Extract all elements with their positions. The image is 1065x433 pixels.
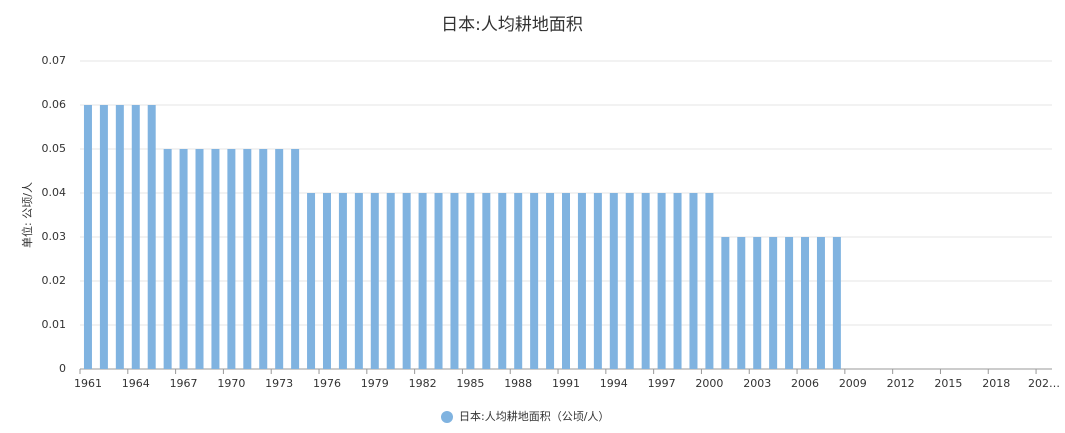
y-tick-label: 0.06 (42, 98, 67, 111)
bar (307, 193, 316, 369)
y-tick-label: 0.07 (42, 54, 67, 67)
bar (227, 149, 236, 369)
y-tick-label: 0.03 (42, 230, 67, 243)
x-tick-label: 1970 (217, 377, 245, 390)
bar (593, 193, 602, 369)
bar (163, 149, 172, 369)
y-tick-label: 0.01 (42, 318, 67, 331)
y-tick-label: 0.02 (42, 274, 67, 287)
bar (625, 193, 634, 369)
bar (147, 105, 156, 369)
bar (115, 105, 124, 369)
x-tick-label: 1967 (170, 377, 198, 390)
bar (705, 193, 714, 369)
x-tick-label: 1994 (600, 377, 628, 390)
bar (609, 193, 618, 369)
x-tick-label: 2018 (982, 377, 1010, 390)
x-tick-label: 1973 (265, 377, 293, 390)
bar (131, 105, 140, 369)
bar (291, 149, 300, 369)
bar (657, 193, 666, 369)
bar (275, 149, 284, 369)
y-tick-label: 0.05 (42, 142, 67, 155)
bar (721, 237, 730, 369)
x-tick-label: 1961 (74, 377, 102, 390)
bar (801, 237, 810, 369)
bar (737, 237, 746, 369)
bar (338, 193, 347, 369)
y-axis-label: 单位: 公顷/人 (20, 182, 34, 248)
x-tick-label: 1976 (313, 377, 341, 390)
legend-marker (441, 411, 453, 423)
x-tick-label: 2000 (695, 377, 723, 390)
x-tick-label: 1982 (409, 377, 437, 390)
bar (418, 193, 427, 369)
x-tick-label: 2015 (934, 377, 962, 390)
y-tick-label: 0.04 (42, 186, 67, 199)
x-tick-label: 1964 (122, 377, 150, 390)
x-tick-label: 1997 (648, 377, 676, 390)
bar (322, 193, 331, 369)
bar (402, 193, 411, 369)
x-tick-label: 2012 (887, 377, 915, 390)
bar (179, 149, 188, 369)
x-tick-label: 2003 (743, 377, 771, 390)
bar (641, 193, 650, 369)
bar (370, 193, 379, 369)
bar (450, 193, 459, 369)
bar (211, 149, 220, 369)
x-tick-label: 1991 (552, 377, 580, 390)
bar (832, 237, 841, 369)
bar (498, 193, 507, 369)
bar (785, 237, 794, 369)
bar (514, 193, 523, 369)
x-tick-label: 2009 (839, 377, 867, 390)
bar (259, 149, 268, 369)
bar (99, 105, 108, 369)
bar (689, 193, 698, 369)
y-tick-label: 0 (59, 362, 66, 375)
x-tick-label: 202… (1028, 377, 1060, 390)
bar (816, 237, 825, 369)
bar (577, 193, 586, 369)
bar (466, 193, 475, 369)
bar (195, 149, 204, 369)
bar (546, 193, 555, 369)
bar (243, 149, 252, 369)
bar (434, 193, 443, 369)
bar (83, 105, 92, 369)
bar (753, 237, 762, 369)
x-tick-label: 1979 (361, 377, 389, 390)
bar (482, 193, 491, 369)
x-tick-label: 1988 (504, 377, 532, 390)
x-tick-label: 2006 (791, 377, 819, 390)
bar (673, 193, 682, 369)
bar (562, 193, 570, 369)
bar (769, 237, 778, 369)
bar (386, 193, 395, 369)
bar (354, 193, 363, 369)
x-tick-label: 1985 (456, 377, 484, 390)
chart-title: 日本:人均耕地面积 (441, 15, 583, 35)
legend-label: 日本:人均耕地面积（公顷/人） (459, 409, 609, 423)
bar (530, 193, 539, 369)
